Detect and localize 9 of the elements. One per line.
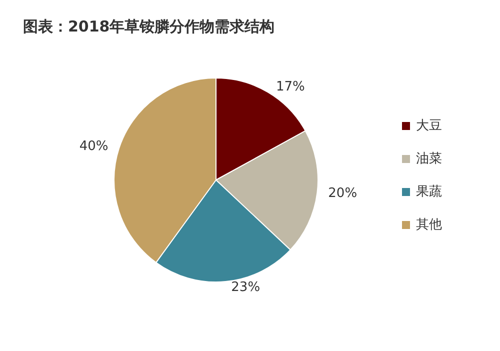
data-label: 23% <box>231 280 260 296</box>
data-label: 20% <box>328 186 358 202</box>
legend-label: 大豆 <box>416 118 442 134</box>
legend-label: 果蔬 <box>416 184 442 200</box>
chart-title: 图表：2018年草铵膦分作物需求结构 <box>23 18 275 36</box>
data-label: 40% <box>79 139 108 154</box>
legend-label: 其他 <box>416 218 442 232</box>
legend-label: 油菜 <box>416 152 442 166</box>
data-label: 17% <box>276 80 305 95</box>
